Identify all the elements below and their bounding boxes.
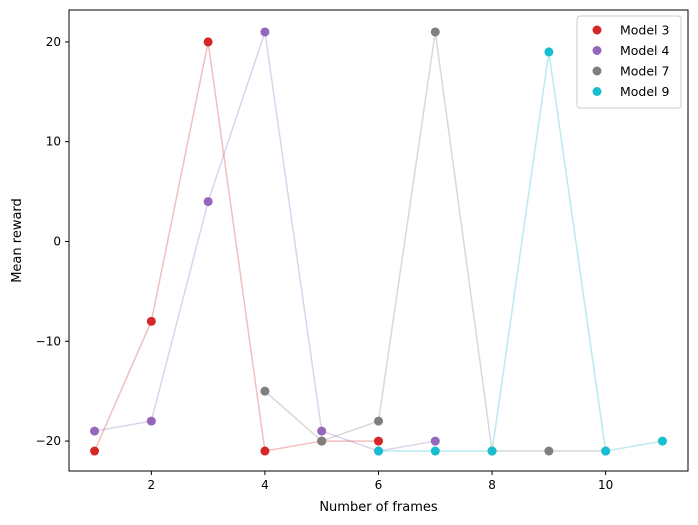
x-axis-ticks: 2 4 6 8 10 [148,471,613,492]
data-point [260,27,270,37]
legend-marker [592,46,602,55]
data-point [657,436,667,446]
y-tick-label: −10 [36,334,61,348]
x-axis-label: Number of frames [319,500,438,515]
series-model-3 [93,41,379,452]
data-point [487,446,497,456]
legend-label: Model 4 [620,43,670,58]
legend-marker [592,87,602,96]
data-point [544,446,554,456]
data-point [146,416,156,426]
x-tick-label: 4 [261,478,269,492]
data-point [317,436,327,446]
legend-box [576,15,682,109]
data-point [430,446,440,456]
data-point [260,446,270,456]
x-tick-label: 6 [375,478,383,492]
data-point [317,426,327,436]
x-tick-label: 10 [598,478,613,492]
y-axis-ticks: −20 −10 0 10 20 [36,35,69,448]
data-point [374,416,383,426]
series-model-9 [378,51,663,452]
legend-marker [592,66,602,76]
legend-label: Model 9 [620,84,670,99]
x-tick-label: 8 [488,478,496,492]
data-point [260,386,270,396]
x-tick-label: 2 [148,478,156,492]
data-point [430,27,440,37]
legend-item: Model 4 [592,43,670,58]
y-tick-label: −20 [36,434,61,448]
series-points-model-9 [374,47,667,456]
data-point [374,446,383,456]
data-point [90,446,100,456]
legend-label: Model 3 [620,23,669,38]
y-tick-label: 10 [46,135,61,149]
y-axis-label: Mean reward [10,198,25,283]
data-point [430,436,440,446]
data-point [203,37,213,47]
legend-label: Model 7 [620,64,669,79]
data-point [374,436,383,446]
legend-item: Model 9 [592,84,670,99]
legend-marker [592,25,602,35]
data-point [90,426,100,436]
plot-area [90,27,667,456]
legend: Model 3 Model 4 Model 7 Model 9 [576,15,682,109]
data-point [544,47,554,57]
series-line-model-9 [378,51,663,452]
data-point [601,446,611,456]
legend-item: Model 7 [592,64,669,79]
legend-item: Model 3 [592,23,669,38]
y-tick-label: 0 [53,234,61,248]
y-tick-label: 20 [46,35,61,49]
data-point [146,316,156,326]
data-point [203,197,213,207]
series-line-model-3 [93,41,379,452]
